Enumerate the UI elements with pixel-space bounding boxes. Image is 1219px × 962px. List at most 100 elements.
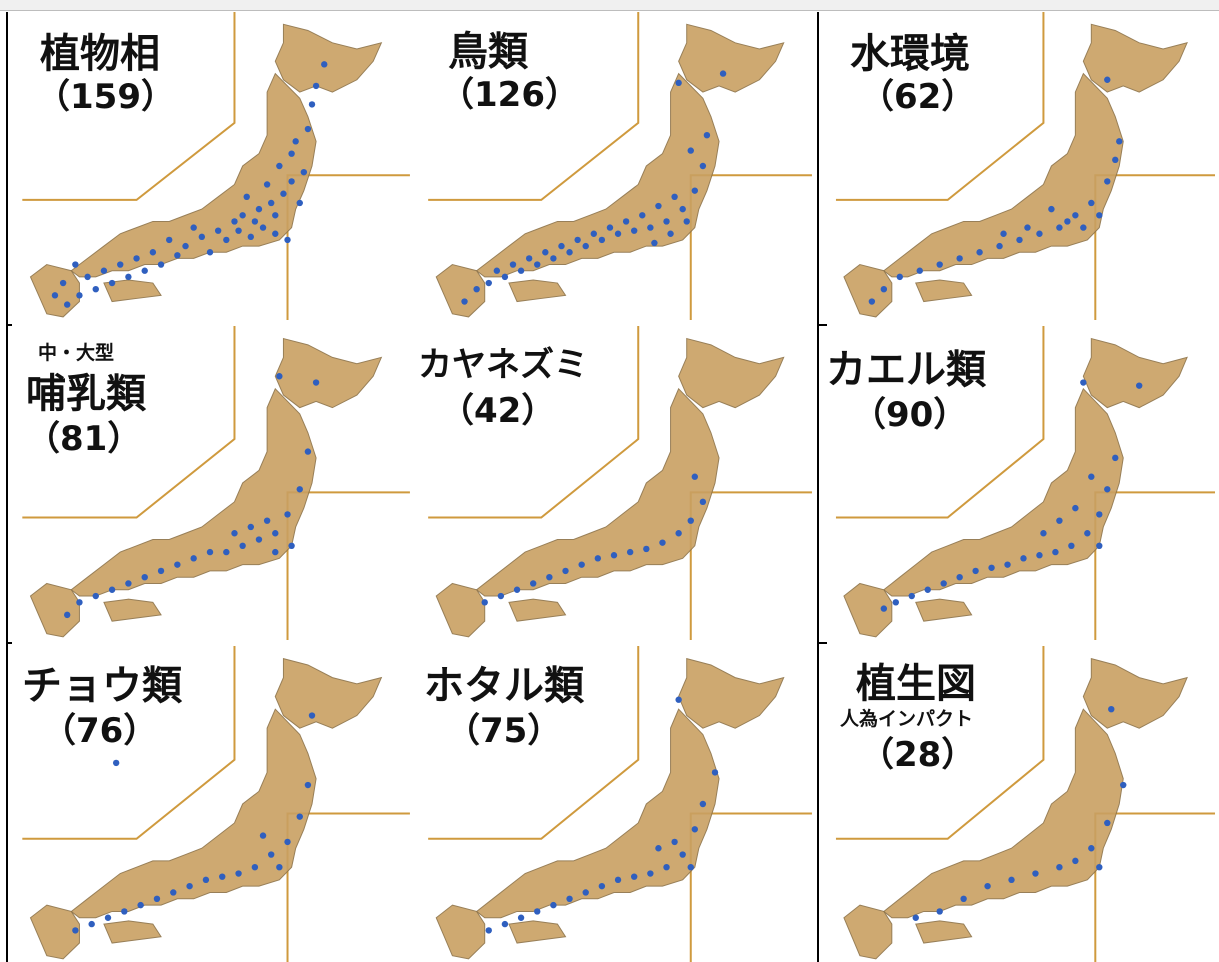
- survey-site-point: [691, 826, 698, 833]
- panel-title: ホタル類: [424, 663, 584, 709]
- land-mass: [843, 264, 893, 318]
- survey-site-point: [276, 162, 283, 170]
- survey-site-point: [259, 832, 267, 839]
- survey-site-point: [924, 586, 931, 593]
- land-mass: [29, 904, 80, 960]
- survey-site-point: [493, 267, 501, 274]
- survey-site-point: [219, 873, 226, 880]
- survey-site-point: [51, 292, 59, 299]
- map-panel-frogs: カエル類 （90）: [820, 326, 1219, 640]
- survey-site-point: [157, 567, 165, 575]
- survey-site-point: [594, 555, 602, 562]
- survey-site-point: [1136, 382, 1143, 389]
- survey-site-point: [312, 82, 320, 90]
- panel-title: 植物相: [40, 31, 160, 77]
- survey-site-point: [868, 298, 876, 305]
- survey-site-point: [972, 567, 979, 575]
- survey-site-point: [497, 592, 505, 600]
- land-mass: [103, 598, 162, 622]
- survey-site-point: [292, 138, 299, 145]
- survey-site-point: [1008, 876, 1015, 884]
- land-mass: [29, 264, 80, 318]
- survey-site-point: [1112, 454, 1119, 462]
- panel-count: （159）: [36, 77, 175, 117]
- inset-boundary-line: [1094, 174, 1216, 320]
- survey-site-point: [1056, 517, 1063, 524]
- survey-site-point: [655, 202, 662, 210]
- survey-site-point: [108, 586, 116, 593]
- survey-site-point: [960, 895, 967, 902]
- survey-site-point: [562, 567, 569, 575]
- survey-site-point: [719, 70, 727, 77]
- row-divider-left-2: [6, 642, 12, 644]
- survey-site-point: [231, 530, 238, 537]
- land-mass: [883, 387, 1124, 597]
- survey-site-point: [675, 79, 682, 87]
- panel-count: （76）: [42, 711, 158, 751]
- survey-site-point: [1120, 781, 1127, 789]
- survey-site-point: [312, 379, 320, 386]
- survey-site-point: [558, 242, 565, 250]
- inset-boundary-line: [689, 491, 812, 640]
- land-mass: [508, 920, 567, 944]
- panel-prefix: 中・大型: [38, 342, 115, 364]
- survey-site-point: [517, 914, 525, 921]
- survey-site-point: [263, 181, 271, 188]
- land-mass: [843, 904, 893, 960]
- survey-site-point: [259, 224, 267, 231]
- survey-site-point: [223, 548, 230, 556]
- survey-site-point: [912, 914, 919, 921]
- land-mass: [475, 387, 720, 597]
- survey-site-point: [251, 864, 259, 871]
- survey-site-point: [699, 498, 707, 506]
- survey-site-point: [1040, 530, 1047, 537]
- survey-site-point: [206, 249, 214, 256]
- survey-site-point: [1104, 819, 1111, 827]
- survey-site-point: [206, 548, 214, 556]
- japan-map: [22, 646, 410, 962]
- land-mass: [435, 904, 486, 960]
- survey-site-point: [525, 255, 533, 262]
- survey-site-point: [186, 882, 193, 890]
- inset-boundary-line: [286, 812, 410, 962]
- panel-title: カヤネズミ: [418, 345, 588, 385]
- survey-site-point: [687, 864, 694, 871]
- panel-count: （42）: [440, 391, 556, 431]
- survey-site-point: [631, 227, 638, 234]
- inset-boundary-line: [428, 646, 640, 840]
- survey-site-point: [104, 914, 112, 921]
- survey-site-point: [1088, 845, 1095, 852]
- survey-site-point: [892, 599, 900, 606]
- survey-site-point: [590, 230, 597, 237]
- survey-site-point: [687, 147, 694, 154]
- land-mass: [915, 598, 973, 622]
- survey-site-point: [166, 236, 173, 244]
- survey-site-point: [578, 561, 585, 568]
- survey-site-point: [667, 230, 674, 237]
- survey-site-point: [1016, 236, 1023, 244]
- inset-boundary-line: [22, 646, 236, 840]
- survey-site-point: [214, 227, 222, 234]
- land-mass: [70, 387, 317, 597]
- survey-site-point: [880, 605, 888, 612]
- survey-site-point: [1112, 156, 1119, 164]
- survey-site-point: [687, 517, 694, 524]
- row-divider-left-1: [6, 324, 12, 326]
- survey-site-point: [1072, 212, 1079, 219]
- survey-site-point: [574, 236, 581, 244]
- map-panel-butterflies: チョウ類 （76）: [6, 646, 414, 962]
- survey-site-point: [174, 252, 181, 259]
- survey-site-point: [631, 873, 638, 880]
- land-mass: [678, 337, 785, 409]
- survey-site-point: [501, 920, 509, 928]
- survey-site-point: [272, 548, 279, 556]
- survey-site-point: [202, 876, 210, 884]
- land-mass: [435, 582, 486, 638]
- survey-site-point: [308, 101, 316, 108]
- survey-site-point: [647, 224, 654, 231]
- survey-site-point: [284, 838, 291, 846]
- survey-site-point: [485, 279, 492, 287]
- survey-site-point: [643, 545, 650, 553]
- survey-site-point: [1072, 504, 1079, 512]
- survey-site-point: [679, 205, 686, 213]
